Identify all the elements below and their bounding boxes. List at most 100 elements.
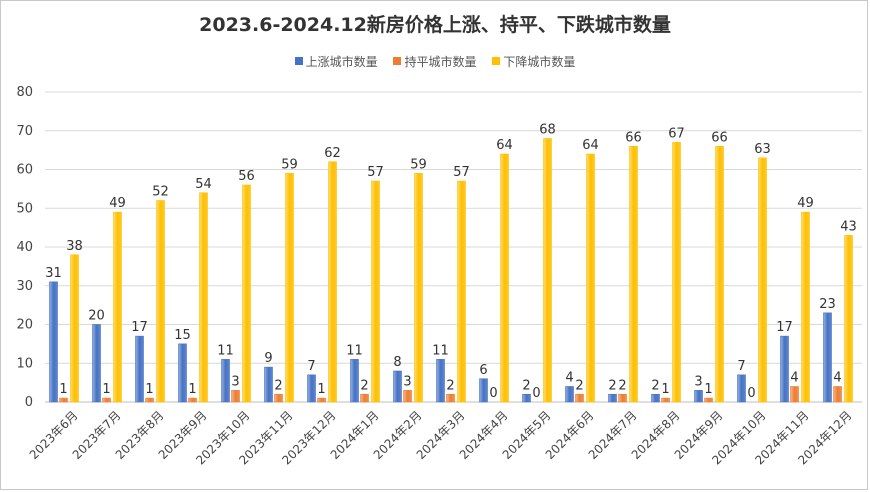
data-label: 2 xyxy=(360,378,368,393)
data-label: 57 xyxy=(367,165,384,180)
data-label: 23 xyxy=(819,297,836,312)
bar-2 xyxy=(328,161,337,403)
data-label: 1 xyxy=(704,382,712,397)
data-label: 0 xyxy=(747,386,755,401)
bar-0 xyxy=(565,386,574,403)
data-label: 54 xyxy=(195,177,212,192)
legend-swatch-rise xyxy=(294,56,303,65)
y-tick-label: 10 xyxy=(16,356,33,371)
data-label: 59 xyxy=(410,157,427,172)
bar-0 xyxy=(307,374,316,403)
data-label: 6 xyxy=(479,363,487,378)
data-label: 2 xyxy=(575,378,583,393)
data-label: 2 xyxy=(608,378,616,393)
legend-item-rise: 上涨城市数量 xyxy=(294,53,378,70)
data-label: 68 xyxy=(539,123,556,138)
legend-label-fall: 下降城市数量 xyxy=(503,55,576,69)
bar-1 xyxy=(59,397,68,403)
data-label: 63 xyxy=(754,142,771,157)
bar-1 xyxy=(403,390,412,403)
y-tick-label: 30 xyxy=(16,279,33,294)
data-label: 2 xyxy=(522,378,530,393)
data-label: 56 xyxy=(238,169,255,184)
legend: 上涨城市数量 持平城市数量 下降城市数量 xyxy=(0,53,870,70)
data-label: 8 xyxy=(393,355,401,370)
bar-2 xyxy=(457,180,466,403)
data-label: 62 xyxy=(324,146,341,161)
data-label: 17 xyxy=(131,320,148,335)
bar-1 xyxy=(661,397,670,403)
bar-0 xyxy=(479,378,488,403)
bar-0 xyxy=(436,359,445,403)
y-tick-label: 0 xyxy=(25,395,33,410)
bar-0 xyxy=(780,335,789,403)
data-label: 2 xyxy=(446,378,454,393)
legend-item-fall: 下降城市数量 xyxy=(492,53,575,70)
data-label: 3 xyxy=(231,374,239,389)
bar-1 xyxy=(231,390,240,403)
data-label: 2 xyxy=(274,378,282,393)
bar-1 xyxy=(618,393,627,403)
data-label: 11 xyxy=(346,343,363,358)
data-label: 20 xyxy=(88,309,105,324)
data-label: 31 xyxy=(45,266,62,281)
bar-0 xyxy=(823,312,832,403)
data-label: 7 xyxy=(737,359,745,374)
bar-1 xyxy=(704,397,713,403)
legend-swatch-flat xyxy=(393,56,402,65)
legend-item-flat: 持平城市数量 xyxy=(393,53,477,70)
data-label: 59 xyxy=(281,157,298,172)
data-label: 4 xyxy=(565,371,573,386)
bar-0 xyxy=(221,359,230,403)
bar-2 xyxy=(70,254,79,403)
data-label: 66 xyxy=(711,130,728,145)
bar-1 xyxy=(145,397,154,403)
data-label: 49 xyxy=(797,196,814,211)
data-label: 0 xyxy=(532,386,540,401)
data-label: 9 xyxy=(264,351,272,366)
y-tick-label: 60 xyxy=(16,163,33,178)
bar-1 xyxy=(317,397,326,403)
bar-0 xyxy=(264,366,273,403)
bar-2 xyxy=(242,184,251,403)
bar-2 xyxy=(156,200,165,403)
y-tick-label: 70 xyxy=(16,124,33,139)
data-label: 43 xyxy=(840,219,857,234)
bar-2 xyxy=(285,173,294,403)
data-label: 4 xyxy=(833,371,841,386)
y-tick-label: 20 xyxy=(16,318,33,333)
data-label: 11 xyxy=(217,343,234,358)
data-label: 7 xyxy=(307,359,315,374)
bar-0 xyxy=(651,393,660,403)
data-label: 1 xyxy=(102,382,110,397)
bar-0 xyxy=(178,343,187,403)
data-label: 0 xyxy=(489,386,497,401)
bar-2 xyxy=(586,153,595,403)
data-label: 49 xyxy=(109,196,126,211)
y-tick-label: 80 xyxy=(16,85,33,100)
data-label: 1 xyxy=(317,382,325,397)
bar-1 xyxy=(446,393,455,403)
bar-2 xyxy=(801,211,810,403)
bar-0 xyxy=(393,370,402,403)
data-label: 1 xyxy=(188,382,196,397)
bar-0 xyxy=(694,390,703,403)
data-label: 64 xyxy=(582,138,599,153)
bar-1 xyxy=(102,397,111,403)
data-label: 52 xyxy=(152,185,169,200)
data-label: 57 xyxy=(453,165,470,180)
bar-2 xyxy=(199,192,208,403)
bar-0 xyxy=(522,393,531,403)
data-label: 11 xyxy=(432,343,449,358)
bar-2 xyxy=(758,157,767,403)
data-label: 1 xyxy=(59,382,67,397)
bar-2 xyxy=(629,145,638,403)
chart-title: 2023.6-2024.12新房价格上涨、持平、下跌城市数量 xyxy=(199,14,671,36)
data-label: 66 xyxy=(625,130,642,145)
legend-swatch-fall xyxy=(492,56,501,65)
bar-1 xyxy=(833,386,842,403)
legend-label-rise: 上涨城市数量 xyxy=(305,55,378,69)
bar-2 xyxy=(113,211,122,403)
bar-0 xyxy=(737,374,746,403)
